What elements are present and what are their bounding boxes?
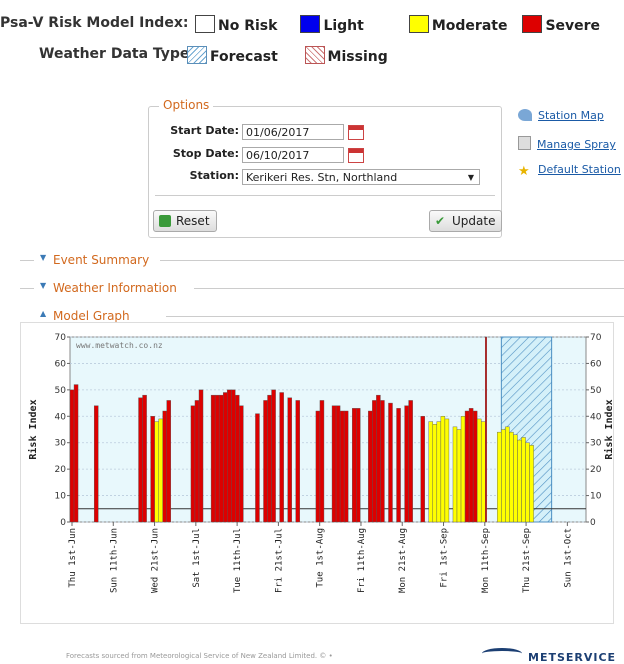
metservice-logo: METSERVICE [482,648,616,664]
metservice-brand: METSERVICE [528,651,617,664]
forecast-label: Forecast [210,49,278,65]
weather-legend-items: Forecast Missing [184,46,388,65]
manage-spray-link[interactable]: Manage Spray [518,136,616,151]
satellite-dish-icon [518,109,532,121]
update-label: Update [452,214,496,228]
risk-label-no-risk: No Risk [218,18,278,34]
weather-info-section[interactable]: ▼ Weather Information [20,281,624,295]
expand-triangle-icon: ▼ [40,253,47,262]
checkmark-icon: ✔ [435,214,446,228]
metservice-swoosh-icon [482,648,522,659]
footer-credit: Forecasts sourced from Meteorological Se… [66,652,333,660]
stop-date-label: Stop Date: [172,147,239,160]
stop-calendar-icon[interactable] [348,148,364,163]
weather-legend-label: Weather Data Type: [39,46,196,62]
default-station-label: Default Station [538,163,621,176]
event-summary-section[interactable]: ▼ Event Summary [20,253,624,267]
collapse-triangle-icon: ▲ [40,309,47,318]
manage-spray-label: Manage Spray [537,138,616,151]
weather-info-label: Weather Information [53,281,177,295]
options-title: Options [159,98,214,112]
station-label: Station: [189,169,239,182]
risk-legend: Psa-V Risk Model Index: [0,15,188,31]
clipboard-icon [518,136,531,150]
chevron-down-icon: ▼ [467,173,474,182]
risk-label-severe: Severe [545,18,601,34]
station-select-value: Kerikeri Res. Stn, Northland [246,171,398,184]
star-icon: ★ [518,164,530,179]
missing-label: Missing [327,49,388,65]
missing-hatch-icon [304,46,325,64]
risk-label-light: Light [323,18,364,34]
options-panel: Options Start Date: 01/06/2017 Stop Date… [148,98,503,238]
risk-legend-items: No Risk Light Moderate Severe [192,15,600,34]
model-graph-label: Model Graph [53,309,130,323]
start-calendar-icon[interactable] [348,125,364,140]
expand-triangle-icon: ▼ [40,281,47,290]
reset-arrow-icon [159,215,171,227]
risk-label-moderate: Moderate [431,18,508,34]
station-map-link[interactable]: Station Map [518,109,604,122]
model-graph-section[interactable]: ▲ Model Graph [20,309,624,323]
risk-swatch-severe [522,15,543,33]
model-graph-panel [20,322,614,624]
risk-swatch-light [300,15,321,33]
forecast-hatch-icon [187,46,207,64]
risk-legend-label: Psa-V Risk Model Index: [0,15,189,31]
risk-swatch-moderate [408,15,429,33]
stop-date-input[interactable]: 06/10/2017 [242,147,344,163]
weather-legend: Weather Data Type: [39,46,195,62]
reset-button[interactable]: Reset [153,210,217,232]
station-select[interactable]: Kerikeri Res. Stn, Northland ▼ [242,169,480,185]
station-map-label: Station Map [538,109,604,122]
start-date-input[interactable]: 01/06/2017 [242,124,344,140]
reset-label: Reset [176,214,210,228]
event-summary-label: Event Summary [53,253,150,267]
risk-swatch-no-risk [195,15,215,33]
update-button[interactable]: ✔ Update [429,210,503,232]
options-divider [155,195,495,196]
default-station-link[interactable]: ★ Default Station [518,163,621,178]
start-date-label: Start Date: [170,124,239,137]
